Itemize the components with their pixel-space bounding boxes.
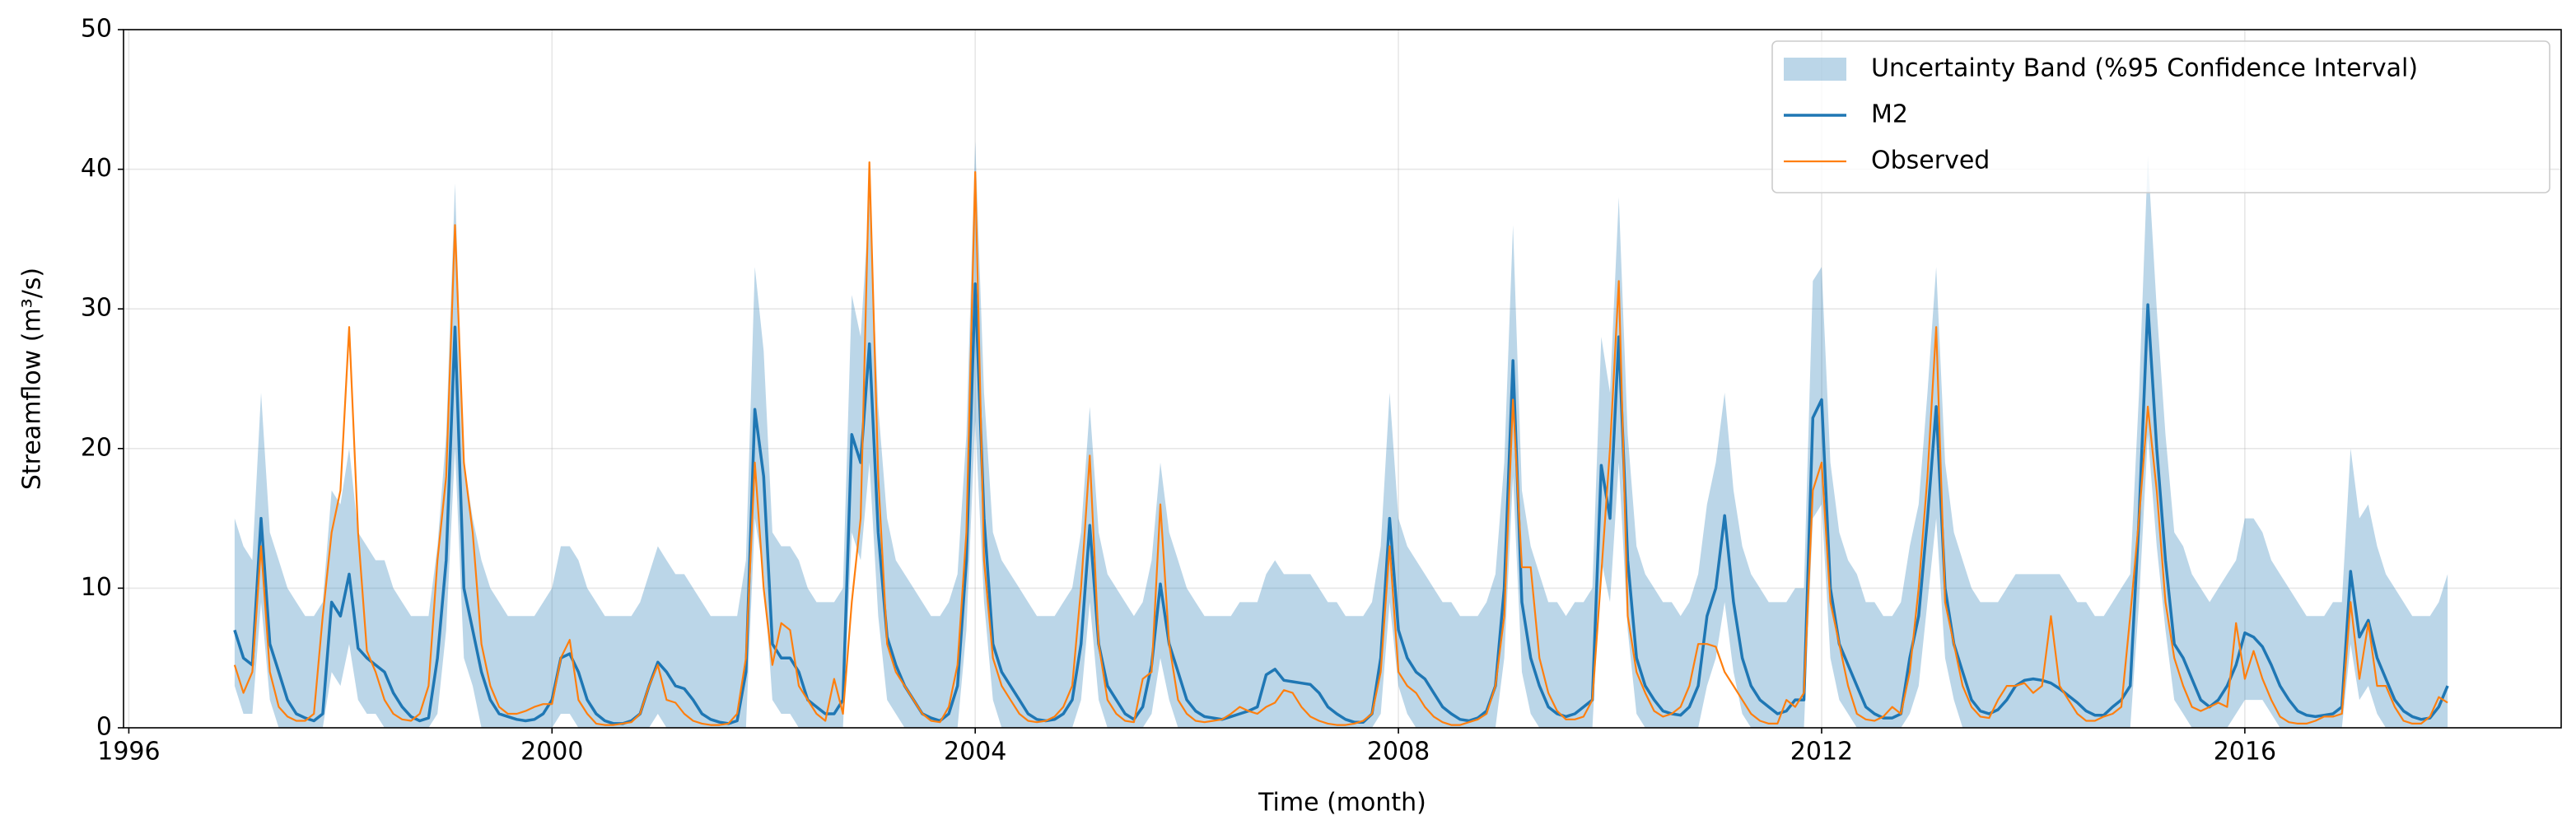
uncertainty-band [234, 141, 2448, 728]
axes-frame [123, 29, 2562, 729]
y-tick-label: 20 [81, 433, 112, 462]
y-axis-label: Streamflow (m³/s) [18, 268, 47, 490]
x-axis-label: Time (month) [1258, 789, 1426, 818]
y-tick-label: 10 [81, 573, 112, 602]
x-tick-label: 2012 [1790, 738, 1853, 766]
legend: Uncertainty Band (%95 Confidence Interva… [1771, 40, 2550, 193]
series-line [233, 282, 2449, 725]
x-tick-label: 1996 [97, 738, 160, 766]
legend-label: Uncertainty Band (%95 Confidence Interva… [1871, 54, 2418, 83]
y-tick-label: 0 [96, 713, 112, 742]
x-tick-label: 2004 [944, 738, 1006, 766]
legend-label: M2 [1871, 100, 1908, 129]
ticks: 1996 2000 2004 2008 2012 2016 0 10 20 30 40 50 [81, 15, 2276, 766]
y-tick-label: 50 [81, 15, 112, 44]
y-tick-label: 40 [81, 154, 112, 183]
legend-box [1771, 40, 2550, 193]
y-tick-label: 30 [81, 294, 112, 323]
series-line [233, 161, 2448, 726]
x-tick-label: 2000 [520, 738, 583, 766]
x-tick-label: 2016 [2214, 738, 2276, 766]
x-tick-label: 2008 [1367, 738, 1430, 766]
legend-swatch [1784, 58, 1846, 81]
plot-area [233, 141, 2449, 728]
legend-label: Observed [1871, 147, 1990, 175]
